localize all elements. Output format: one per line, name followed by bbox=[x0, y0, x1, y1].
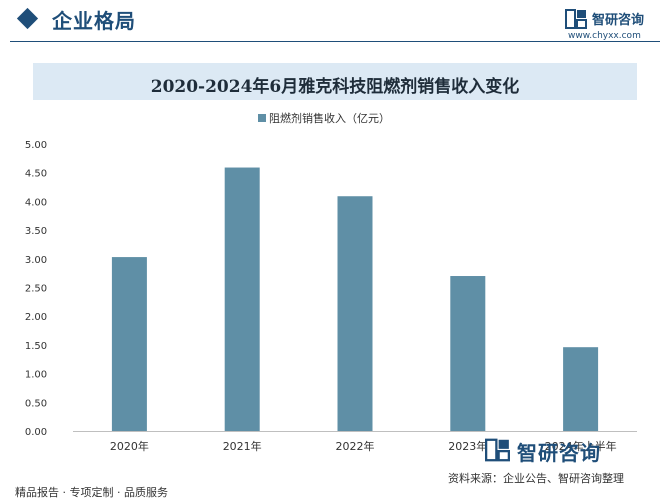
x-tick-label: 2024年上半年 bbox=[545, 439, 617, 453]
source-note: 资料来源：企业公告、智研咨询整理 bbox=[448, 472, 624, 485]
y-tick-label: 3.00 bbox=[25, 255, 47, 266]
y-tick-label: 5.00 bbox=[25, 140, 47, 151]
y-tick-label: 1.00 bbox=[25, 370, 47, 381]
y-tick-label: 0.50 bbox=[25, 398, 47, 409]
header: 企业格局 智研咨询 www.chyxx.com bbox=[0, 0, 670, 44]
x-tick-label: 2022年 bbox=[336, 439, 375, 453]
brand-name: 智研咨询 bbox=[592, 13, 645, 28]
y-tick-label: 3.50 bbox=[25, 226, 47, 237]
y-tick-label: 0.00 bbox=[25, 427, 47, 438]
footer-tagline: 精品报告 · 专项定制 · 品质服务 bbox=[15, 486, 168, 499]
brand-url: www.chyxx.com bbox=[568, 31, 641, 41]
header-divider bbox=[10, 41, 660, 42]
y-tick-label: 1.50 bbox=[25, 341, 47, 352]
footer-logo-icon bbox=[485, 438, 510, 462]
footer-brand: 智研咨询 bbox=[517, 441, 601, 465]
y-tick-label: 4.50 bbox=[25, 169, 47, 180]
brand-logo-icon bbox=[565, 9, 587, 29]
chart-title: 2020-2024年6月雅克科技阻燃剂销售收入变化 bbox=[150, 77, 520, 97]
bar bbox=[563, 347, 599, 431]
legend: 阻燃剂销售收入（亿元） bbox=[258, 111, 390, 125]
y-tick-label: 2.50 bbox=[25, 284, 47, 295]
bar bbox=[224, 167, 260, 431]
y-tick-label: 4.00 bbox=[25, 197, 47, 208]
bar bbox=[337, 196, 373, 431]
legend-swatch bbox=[258, 114, 266, 122]
legend-label: 阻燃剂销售收入（亿元） bbox=[269, 112, 390, 125]
x-tick-label: 2021年 bbox=[223, 439, 262, 453]
bar bbox=[450, 276, 486, 431]
page-title: 企业格局 bbox=[52, 9, 136, 33]
x-tick-label: 2023年 bbox=[448, 439, 487, 453]
chart-title-band: 2020-2024年6月雅克科技阻燃剂销售收入变化 bbox=[33, 63, 637, 100]
bar bbox=[111, 257, 147, 431]
y-tick-label: 2.00 bbox=[25, 312, 47, 323]
x-tick-label: 2020年 bbox=[110, 439, 149, 453]
